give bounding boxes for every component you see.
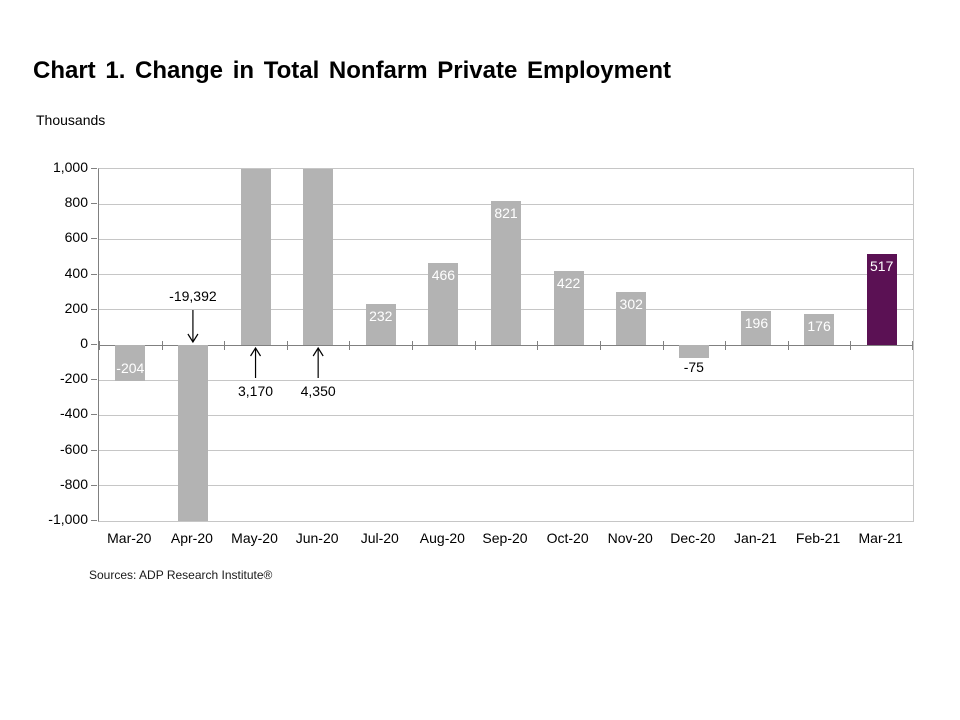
x-axis-label: Nov-20 <box>607 530 653 546</box>
bar-mar-21 <box>866 254 897 345</box>
y-axis-tick <box>91 344 97 345</box>
y-axis-tick <box>91 238 97 240</box>
y-axis-tick <box>91 168 97 169</box>
category-axis-tick <box>663 340 664 350</box>
annotation-arrow <box>312 346 324 378</box>
y-axis-tick <box>91 203 97 205</box>
y-axis-tick-label: -1,000 <box>48 511 88 527</box>
x-axis-label: Mar-21 <box>858 530 903 546</box>
category-axis-tick <box>912 340 913 350</box>
bar-aug-20 <box>428 262 459 345</box>
x-axis-label: Mar-20 <box>107 530 152 546</box>
bar-apr-20 <box>177 345 208 521</box>
annotation-label: 4,350 <box>300 383 336 399</box>
category-axis-tick <box>412 340 413 350</box>
zero-axis-line <box>99 344 913 346</box>
x-axis-label: Aug-20 <box>419 530 465 546</box>
bar-oct-20 <box>553 270 584 345</box>
gridline <box>99 379 913 381</box>
bar-value-label: 466 <box>431 266 456 283</box>
bar-value-label: 517 <box>870 258 894 274</box>
bar-value-label: 821 <box>494 204 518 221</box>
category-axis-tick <box>162 340 163 350</box>
x-axis-label: Jan-21 <box>734 530 777 546</box>
chart-title: Chart 1. Change in Total Nonfarm Private… <box>33 57 671 84</box>
bar-may-20 <box>240 169 271 345</box>
x-axis-label: Jun-20 <box>295 530 339 546</box>
annotation-arrow <box>187 310 199 344</box>
bar-nov-20 <box>616 291 647 345</box>
bar-jun-20 <box>303 169 334 345</box>
y-axis-tick <box>91 484 97 486</box>
category-axis-tick <box>287 340 288 350</box>
bar-feb-21 <box>804 314 835 345</box>
category-axis-tick <box>600 340 601 350</box>
bar-jul-20 <box>365 304 396 345</box>
annotation-label: -19,392 <box>169 288 217 304</box>
y-axis-tick-label: -400 <box>59 405 88 422</box>
bar-jan-21 <box>741 310 772 345</box>
y-axis-tick-label: 400 <box>64 264 88 281</box>
bar-value-label: -75 <box>683 359 704 376</box>
category-axis-tick <box>850 340 851 350</box>
y-axis-tick-label: 200 <box>64 299 88 316</box>
plot-area: -204 -19,392 3,170 4,350 232 466 821 422 302 -75 1… <box>98 168 914 522</box>
x-axis-label: Dec-20 <box>670 530 716 546</box>
y-axis-tick <box>91 273 97 275</box>
bar-value-label: 302 <box>619 295 643 312</box>
x-axis-label: Sep-20 <box>482 530 528 546</box>
y-axis-tick <box>91 520 97 521</box>
x-axis-label: Apr-20 <box>170 530 213 546</box>
category-axis-tick <box>99 340 100 350</box>
category-axis-tick <box>788 340 789 350</box>
bar-value-label: 232 <box>369 308 393 325</box>
x-axis-label: Oct-20 <box>546 530 589 546</box>
y-axis-tick-label: 800 <box>64 194 88 211</box>
category-axis-tick <box>475 340 476 350</box>
y-axis-tick-label: -600 <box>59 440 88 457</box>
category-axis-tick <box>537 340 538 350</box>
y-axis-units-label: Thousands <box>36 112 106 128</box>
gridline <box>99 485 913 487</box>
x-axis-label: Feb-21 <box>795 530 841 546</box>
y-axis-tick-label: 0 <box>80 335 88 351</box>
bar-value-label: 422 <box>556 274 581 291</box>
x-axis-label: Jul-20 <box>360 530 399 546</box>
y-axis-tick <box>91 449 97 451</box>
source-note: Sources: ADP Research Institute® <box>89 568 273 582</box>
y-axis-tick-label: 1,000 <box>52 159 88 175</box>
category-axis-tick <box>349 340 350 350</box>
bar-value-label: 196 <box>744 314 769 331</box>
x-axis-label: May-20 <box>231 530 278 546</box>
y-axis-tick <box>91 379 97 381</box>
y-axis-tick-label: 600 <box>64 229 88 246</box>
category-axis-tick <box>224 340 225 350</box>
bar-value-label: 176 <box>807 318 831 335</box>
y-axis-tick-label: -800 <box>59 475 88 492</box>
bar-value-label: -204 <box>116 359 145 376</box>
y-axis-tick-label: -200 <box>59 370 88 387</box>
y-axis-tick <box>91 308 97 310</box>
gridline <box>99 414 913 416</box>
y-axis-tick <box>91 414 97 416</box>
annotation-label: 3,170 <box>238 383 274 399</box>
bar-mar-20 <box>115 345 146 381</box>
category-axis-tick <box>725 340 726 350</box>
bar-dec-20 <box>678 345 709 359</box>
annotation-arrow <box>250 346 262 378</box>
gridline <box>99 450 913 452</box>
bar-sep-20 <box>491 200 521 345</box>
